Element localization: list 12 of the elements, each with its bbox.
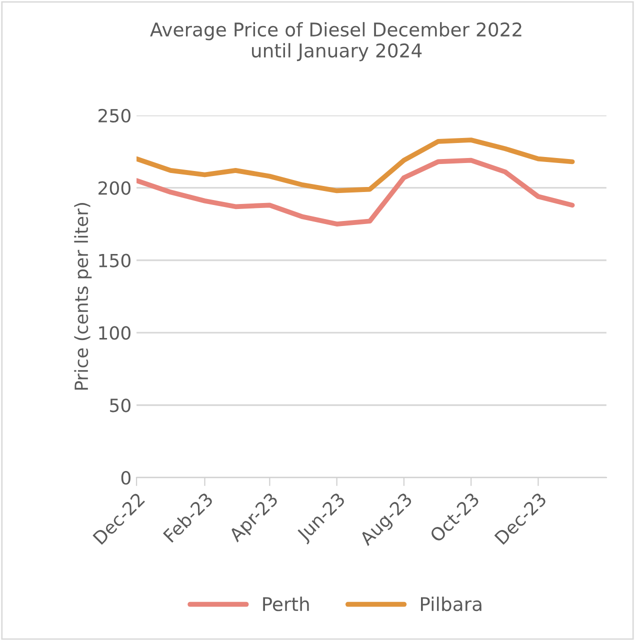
line-series: [136, 158, 575, 226]
y-tick-label: 0: [121, 471, 130, 485]
legend-label: Perth: [263, 596, 309, 612]
y-tick-label: 50: [110, 398, 130, 412]
chart-title: Average Price of Diesel December 2022 until January 2024: [150, 22, 522, 62]
y-tick-label: 100: [99, 326, 130, 340]
y-tick-label: 250: [98, 108, 130, 122]
y-axis-title: Price (cents per liter): [74, 203, 92, 390]
y-tick-label: 150: [99, 254, 130, 268]
legend-label: Pilbara: [420, 596, 482, 612]
y-tick-label: 200: [98, 181, 130, 195]
line-series: [136, 138, 575, 194]
